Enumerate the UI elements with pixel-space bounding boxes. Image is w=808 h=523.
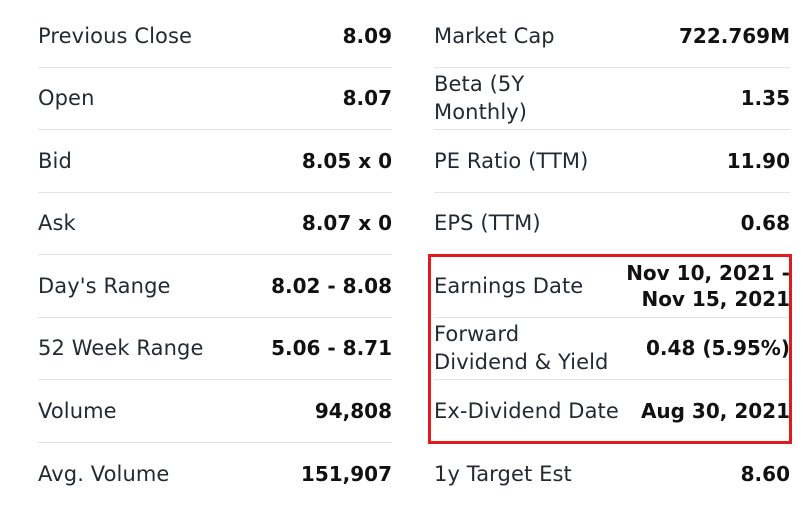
forward-dividend-label: Forward Dividend & Yield (434, 320, 608, 376)
row-previous-close: Previous Close 8.09 (38, 5, 392, 68)
bid-label: Bid (38, 148, 72, 173)
bid-value: 8.05 x 0 (301, 148, 392, 173)
1y-target-value: 8.60 (740, 461, 790, 486)
eps-value: 0.68 (740, 211, 790, 236)
summary-table-right: Market Cap 722.769M Beta (5Y Monthly) 1.… (434, 5, 790, 505)
previous-close-value: 8.09 (342, 23, 392, 48)
forward-dividend-label-line2: Dividend & Yield (434, 350, 609, 375)
previous-close-label: Previous Close (38, 23, 193, 48)
52-week-range-value: 5.06 - 8.71 (271, 336, 392, 361)
earnings-date-value: Nov 10, 2021 - Nov 15, 2021 (626, 260, 790, 312)
beta-label: Beta (5Y Monthly) (434, 70, 527, 126)
row-earnings-date: Earnings Date Nov 10, 2021 - Nov 15, 202… (434, 255, 790, 318)
avg-volume-value: 151,907 (300, 461, 392, 486)
row-open: Open 8.07 (38, 68, 392, 130)
beta-value: 1.35 (740, 86, 790, 111)
52-week-range-label: 52 Week Range (38, 336, 204, 361)
ask-label: Ask (38, 211, 76, 236)
row-pe-ratio: PE Ratio (TTM) 11.90 (434, 130, 790, 193)
row-forward-dividend: Forward Dividend & Yield 0.48 (5.95%) (434, 318, 790, 380)
days-range-value: 8.02 - 8.08 (271, 273, 392, 298)
forward-dividend-label-line1: Forward (434, 322, 520, 347)
volume-label: Volume (38, 398, 117, 423)
row-ex-dividend-date: Ex-Dividend Date Aug 30, 2021 (434, 380, 790, 443)
ask-value: 8.07 x 0 (301, 211, 392, 236)
market-cap-value: 722.769M (679, 23, 790, 48)
row-beta: Beta (5Y Monthly) 1.35 (434, 68, 790, 130)
open-value: 8.07 (342, 86, 392, 111)
forward-dividend-value: 0.48 (5.95%) (646, 336, 790, 361)
ex-dividend-date-label: Ex-Dividend Date (434, 398, 619, 423)
beta-label-line1: Beta (5Y (434, 72, 525, 97)
summary-table-left: Previous Close 8.09 Open 8.07 Bid 8.05 x… (38, 5, 392, 505)
days-range-label: Day's Range (38, 273, 171, 298)
eps-label: EPS (TTM) (434, 211, 541, 236)
beta-label-line2: Monthly) (434, 100, 528, 125)
pe-ratio-label: PE Ratio (TTM) (434, 148, 589, 173)
pe-ratio-value: 11.90 (726, 148, 790, 173)
row-volume: Volume 94,808 (38, 380, 392, 443)
row-52-week-range: 52 Week Range 5.06 - 8.71 (38, 318, 392, 380)
row-days-range: Day's Range 8.02 - 8.08 (38, 255, 392, 318)
market-cap-label: Market Cap (434, 23, 555, 48)
earnings-date-label: Earnings Date (434, 273, 584, 298)
row-bid: Bid 8.05 x 0 (38, 130, 392, 193)
open-label: Open (38, 86, 95, 111)
avg-volume-label: Avg. Volume (38, 461, 170, 486)
row-eps: EPS (TTM) 0.68 (434, 193, 790, 255)
earnings-date-value-line2: Nov 15, 2021 (641, 286, 790, 311)
ex-dividend-date-value: Aug 30, 2021 (640, 398, 790, 423)
volume-value: 94,808 (314, 398, 392, 423)
row-market-cap: Market Cap 722.769M (434, 5, 790, 68)
1y-target-label: 1y Target Est (434, 461, 572, 486)
row-ask: Ask 8.07 x 0 (38, 193, 392, 255)
earnings-date-value-line1: Nov 10, 2021 - (626, 260, 790, 285)
row-avg-volume: Avg. Volume 151,907 (38, 443, 392, 506)
row-1y-target: 1y Target Est 8.60 (434, 443, 790, 506)
